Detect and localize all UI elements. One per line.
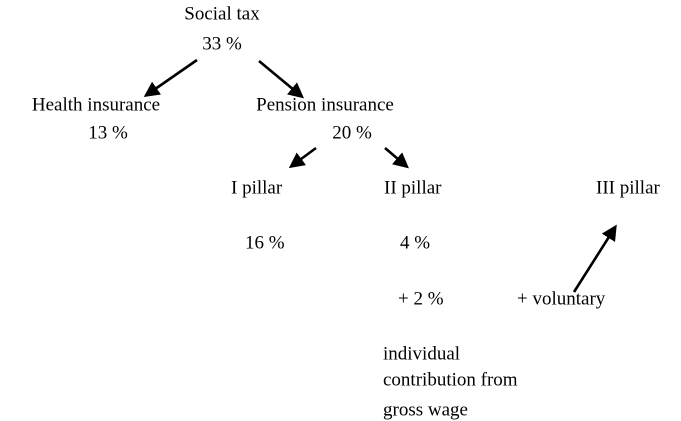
node-label: Pension insurance — [256, 94, 394, 115]
node-extra: + 2 % — [398, 288, 444, 309]
arrow — [258, 59, 305, 99]
node-label: III pillar — [596, 177, 661, 198]
node-label: II pillar — [384, 177, 442, 198]
node-value: 13 % — [88, 122, 128, 143]
arrow — [572, 224, 617, 293]
node-value: 16 % — [245, 232, 285, 253]
note-line: gross wage — [383, 399, 468, 420]
node-label: Health insurance — [32, 94, 160, 115]
arrow — [384, 147, 409, 169]
note-line: individual — [383, 343, 460, 364]
node-label: I pillar — [231, 177, 283, 198]
note-line: contribution from — [383, 369, 518, 390]
node-value: 4 % — [400, 232, 430, 253]
node-extra: + voluntary — [517, 288, 606, 309]
arrow — [143, 58, 198, 97]
node-label: Social tax — [184, 3, 260, 24]
node-value: 33 % — [202, 33, 242, 54]
arrow — [288, 146, 317, 169]
node-value: 20 % — [332, 122, 372, 143]
